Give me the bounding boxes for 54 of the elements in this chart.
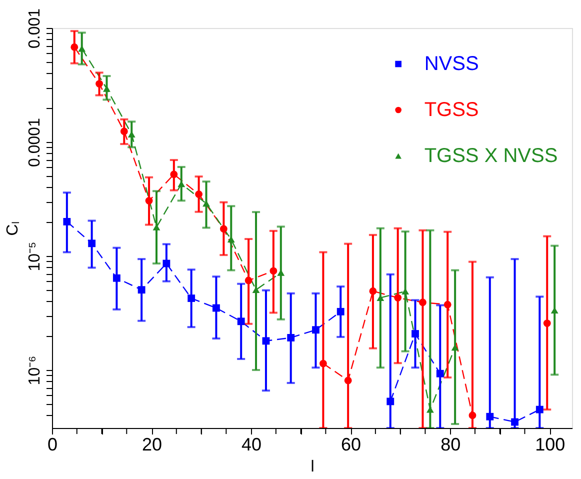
point	[237, 318, 245, 326]
point	[188, 294, 196, 302]
point	[112, 274, 120, 282]
x-tick-label: 40	[242, 434, 262, 454]
point	[536, 406, 544, 414]
y-tick-label: 0.0001	[26, 118, 44, 167]
point	[138, 286, 146, 294]
legend-label: TGSS X NVSS	[424, 145, 558, 167]
x-tick-label: 100	[535, 434, 566, 454]
point	[543, 320, 551, 327]
y-tick-label: 0.001	[26, 8, 44, 49]
x-tick-label: 60	[341, 434, 362, 454]
point	[436, 370, 444, 378]
y-tick-label: 10⁻⁵	[26, 242, 44, 272]
point	[262, 337, 270, 345]
point	[170, 170, 178, 178]
point	[419, 298, 426, 306]
point	[70, 43, 78, 51]
point	[162, 260, 170, 268]
y-tick-label: 10⁻⁶	[26, 356, 44, 386]
point	[486, 412, 494, 420]
point	[444, 300, 452, 308]
point	[344, 376, 352, 384]
point	[244, 276, 252, 284]
point	[220, 225, 228, 233]
y-axis-title: Cₗ	[4, 221, 22, 236]
point	[212, 304, 220, 312]
point	[394, 294, 402, 302]
point	[511, 418, 518, 426]
point	[550, 307, 558, 314]
legend-label: TGSS	[424, 99, 479, 121]
point	[227, 236, 235, 243]
point	[88, 240, 96, 248]
x-axis-title: l	[310, 458, 314, 476]
point	[386, 398, 394, 406]
legend-label: NVSS	[424, 53, 479, 75]
point	[287, 334, 295, 342]
point	[120, 128, 128, 136]
x-tick-label: 20	[142, 434, 162, 454]
point	[336, 308, 344, 316]
point	[369, 287, 377, 295]
point	[319, 360, 327, 368]
point	[270, 267, 278, 275]
point	[145, 197, 153, 204]
x-tick-label: 0	[47, 434, 58, 454]
point	[412, 330, 419, 338]
point	[312, 326, 320, 334]
x-tick-label: 80	[440, 434, 461, 454]
point	[195, 190, 202, 198]
point	[128, 131, 136, 138]
point	[96, 80, 103, 88]
point	[376, 294, 384, 302]
point	[468, 412, 476, 420]
point	[63, 218, 71, 226]
